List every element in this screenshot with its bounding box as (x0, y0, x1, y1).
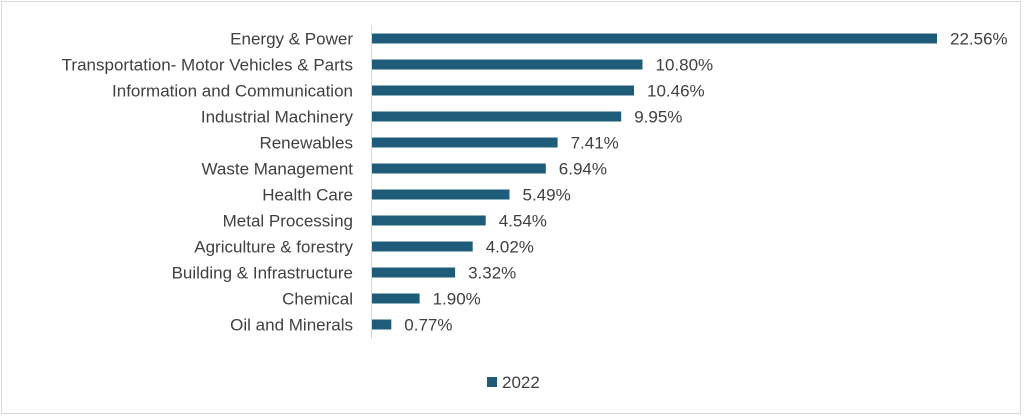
value-label-10: 1.90% (433, 290, 481, 309)
value-label-2: 10.46% (647, 82, 705, 101)
bar-4 (372, 137, 558, 148)
bar-10 (372, 293, 420, 304)
category-label-5: Waste Management (202, 160, 354, 179)
bar-8 (372, 241, 473, 252)
category-label-2: Information and Communication (112, 82, 353, 101)
category-label-10: Chemical (282, 290, 353, 309)
value-label-4: 7.41% (571, 134, 619, 153)
bar-3 (372, 111, 622, 122)
bar-9 (372, 267, 456, 278)
bar-5 (372, 163, 546, 174)
legend: 2022 (487, 373, 540, 392)
value-label-8: 4.02% (486, 238, 534, 257)
bar-1 (372, 59, 643, 70)
bar-2 (372, 85, 634, 96)
bar-0 (372, 33, 937, 44)
value-label-11: 0.77% (404, 316, 452, 335)
bar-6 (372, 189, 510, 200)
category-label-9: Building & Infrastructure (172, 264, 353, 283)
value-label-3: 9.95% (634, 108, 682, 127)
value-label-6: 5.49% (523, 186, 571, 205)
category-label-7: Metal Processing (223, 212, 353, 231)
value-label-7: 4.54% (499, 212, 547, 231)
category-label-3: Industrial Machinery (201, 108, 354, 127)
legend-swatch-2022 (487, 377, 497, 387)
value-label-9: 3.32% (468, 264, 516, 283)
bar-7 (372, 215, 486, 226)
value-label-1: 10.80% (656, 56, 714, 75)
bar-11 (372, 319, 392, 330)
value-labels: 22.56% 10.80% 10.46% 9.95% 7.41% 6.94% 5.49% 4.… (404, 30, 1007, 335)
value-label-5: 6.94% (559, 160, 607, 179)
category-label-4: Renewables (259, 134, 353, 153)
value-label-0: 22.56% (950, 30, 1008, 49)
bars-group (372, 33, 937, 330)
category-label-6: Health Care (262, 186, 353, 205)
legend-label-2022: 2022 (502, 373, 540, 392)
category-label-8: Agriculture & forestry (194, 238, 353, 257)
category-labels: Energy & Power Transportation- Motor Vehi… (62, 30, 354, 335)
category-label-11: Oil and Minerals (230, 316, 353, 335)
category-label-0: Energy & Power (230, 30, 353, 49)
category-label-1: Transportation- Motor Vehicles & Parts (62, 56, 353, 75)
